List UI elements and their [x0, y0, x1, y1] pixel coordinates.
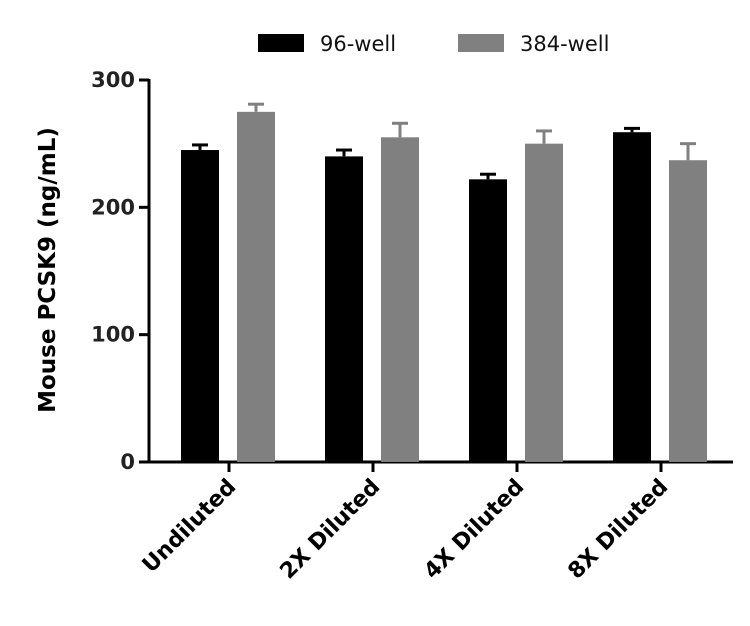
x-tick-label: 2X Diluted [276, 475, 386, 585]
y-tick-label: 100 [91, 323, 135, 347]
legend-swatch-384-well [458, 34, 504, 52]
y-tick-label: 200 [91, 195, 135, 219]
y-axis: 0 100 200 300 [91, 68, 151, 474]
legend-label-384-well: 384-well [520, 32, 609, 56]
x-tick-label: 4X Diluted [420, 475, 530, 585]
legend: 96-well 384-well [258, 32, 609, 56]
bar-96-well [469, 179, 507, 462]
legend-swatch-96-well [258, 34, 304, 52]
bar-384-well [669, 160, 707, 462]
bar-96-well [181, 150, 219, 463]
bar-96-well [325, 156, 363, 462]
bar-384-well [525, 143, 563, 462]
y-tick-label: 300 [91, 68, 135, 92]
x-axis: Undiluted 2X Diluted 4X Diluted 8X Diluted [138, 460, 733, 585]
x-tick-label: 8X Diluted [564, 475, 674, 585]
x-tick-label: Undiluted [138, 475, 241, 578]
bar-384-well [381, 137, 419, 463]
bars [181, 102, 707, 463]
bar-384-well [237, 111, 275, 462]
bar-96-well [613, 132, 651, 462]
y-axis-label: Mouse PCSK9 (ng/mL) [35, 127, 61, 413]
y-tick-label: 0 [120, 450, 135, 474]
legend-label-96-well: 96-well [320, 32, 396, 56]
